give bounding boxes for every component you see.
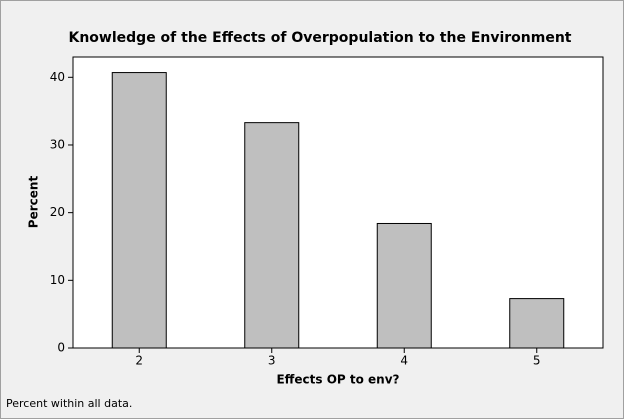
y-tick-label: 40 <box>50 70 65 84</box>
x-tick-label: 3 <box>268 354 276 368</box>
bar <box>244 122 300 349</box>
x-axis-label: Effects OP to env? <box>276 373 399 387</box>
x-tick-label: 5 <box>533 354 541 368</box>
y-tick-label: 0 <box>57 341 65 355</box>
x-tick-label: 4 <box>400 354 408 368</box>
bar <box>111 72 167 349</box>
y-tick-label: 30 <box>50 137 65 151</box>
y-tick-label: 20 <box>50 205 65 219</box>
chart-title: Knowledge of the Effects of Overpopulati… <box>68 30 571 46</box>
x-tick-label: 2 <box>135 354 143 368</box>
bar <box>509 298 565 349</box>
y-tick-label: 10 <box>50 273 65 287</box>
y-axis-label: Percent <box>27 176 41 229</box>
footnote: Percent within all data. <box>6 397 132 410</box>
bar <box>376 222 432 349</box>
